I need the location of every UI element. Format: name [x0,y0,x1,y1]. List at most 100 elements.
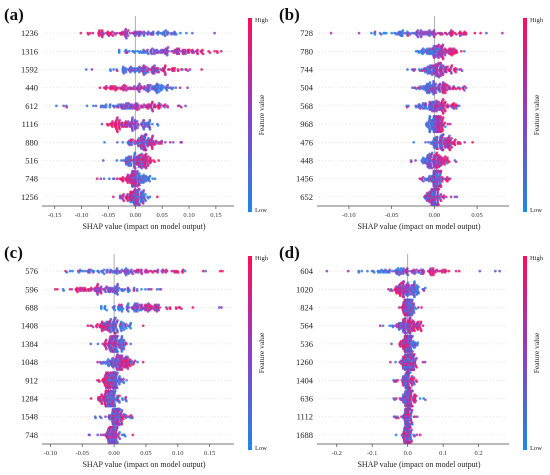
shap-point [138,65,141,69]
shap-point [170,269,174,273]
beeswarm-row-516 [101,151,161,170]
shap-point [84,68,88,71]
shap-point [168,140,172,144]
shap-point [115,368,119,372]
shap-point [437,61,440,65]
shap-point [444,155,447,158]
shap-point [115,272,119,276]
shap-point [325,269,329,273]
shap-point [406,281,410,285]
shap-point [140,268,143,272]
shap-point [154,105,157,109]
shap-point [115,31,119,35]
shap-point [124,70,128,74]
shap-point [129,321,133,325]
shap-point [186,69,190,73]
shap-point [133,359,137,363]
feature-label: 568 [300,101,313,111]
shap-point [437,203,440,206]
shap-point [85,104,89,108]
shap-point [115,69,119,73]
shap-point [155,287,159,291]
shap-point [100,329,104,333]
shap-point [117,303,121,307]
shap-point [144,166,148,170]
shap-point [124,27,128,31]
shap-point [421,324,425,328]
shap-point [122,328,126,331]
shap-point [120,350,124,353]
shap-point [108,103,112,106]
shap-point [153,52,156,56]
feature-label: 536 [300,339,313,349]
shap-point [137,124,140,127]
feature-label: 516 [25,156,38,166]
shap-point [407,284,411,287]
shap-point [176,271,180,274]
shap-point [434,271,437,274]
shap-point [149,160,153,164]
shap-point [118,394,121,398]
shap-point [402,280,406,284]
shap-point [94,416,97,420]
shap-point [413,415,417,419]
shap-point [457,269,461,273]
shap-point [167,49,171,53]
shap-point [139,181,143,184]
beeswarm-row-688 [100,302,223,313]
shap-point [121,307,125,311]
shap-point [397,306,401,309]
shap-point [441,73,445,77]
shap-point [118,375,121,378]
shap-point [390,342,393,346]
shap-point [192,51,196,54]
shap-point [105,271,109,274]
shap-point [450,146,454,149]
shap-point [116,86,120,90]
shap-point [132,286,136,290]
shap-point [420,306,423,309]
shap-point [167,86,171,90]
shap-point [144,148,148,152]
panel-letter: (d) [279,243,300,262]
shap-point [89,397,93,400]
shap-point [104,338,108,342]
shap-point [122,377,125,381]
shap-point [104,415,107,419]
shap-point [219,49,223,53]
shap-point [404,316,407,320]
feature-label: 1112 [297,412,313,422]
shap-point [126,355,129,359]
shap-point [443,121,447,125]
shap-point [101,362,105,365]
shap-point [438,82,442,86]
shap-point [121,398,125,402]
shap-point [443,109,447,113]
feature-label: 504 [300,83,314,93]
shap-point [114,316,117,320]
shap-point [166,83,170,87]
x-tick-label: 0.00 [429,212,440,219]
shap-point [439,115,443,118]
shap-point [439,61,443,65]
x-axis-label: SHAP value (impact on model output) [82,460,205,469]
shap-point [135,289,139,292]
shap-point [88,433,91,437]
shap-point [180,140,184,144]
shap-point [213,49,216,53]
shap-point [112,177,116,181]
beeswarm-row-1404 [392,371,418,390]
shap-point [413,382,416,386]
shap-point [117,103,121,106]
shap-point [453,143,457,147]
shap-point [184,104,187,108]
shap-point [397,416,400,420]
shap-point [174,33,178,36]
shap-point [138,183,141,187]
shap-point [142,118,146,122]
shap-point [146,164,150,168]
feature-label: 1116 [22,119,38,129]
shap-point [423,286,427,290]
shap-point [135,120,139,123]
shap-point [399,267,403,270]
